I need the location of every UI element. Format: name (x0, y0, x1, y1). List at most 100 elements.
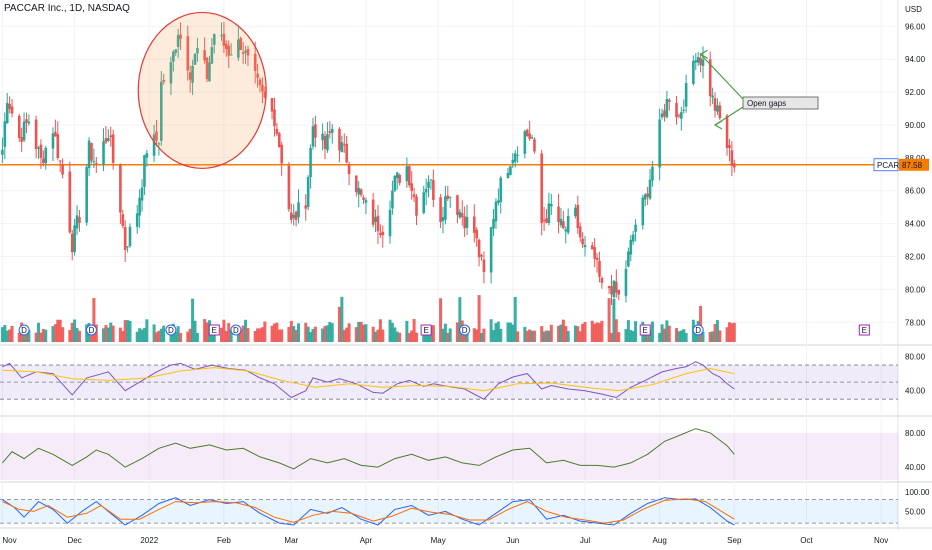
candle (126, 246, 129, 253)
volume-bar (660, 324, 664, 342)
candle (17, 114, 21, 142)
candle (692, 55, 695, 86)
volume-bar (634, 321, 638, 342)
candle-body (179, 34, 182, 39)
volume-bar (321, 328, 325, 342)
volume-bar (364, 324, 368, 342)
candle-body (388, 209, 392, 237)
candle (441, 206, 445, 234)
candle-body (648, 179, 652, 199)
candle-body (444, 196, 447, 220)
candle-body (410, 183, 413, 191)
event-marker: E (639, 324, 651, 336)
candle-body (188, 72, 192, 80)
candle (54, 119, 57, 137)
candle (73, 218, 76, 256)
candle-body (172, 51, 175, 62)
candle-body (225, 43, 228, 50)
candle (263, 86, 267, 99)
candle (405, 157, 409, 188)
volume-bar (443, 323, 447, 342)
candle (371, 192, 375, 228)
candle (152, 124, 156, 163)
candle (680, 106, 683, 131)
candle-body (398, 174, 401, 183)
candle (694, 53, 698, 71)
candle (376, 204, 380, 244)
candle (176, 28, 180, 58)
candle-body (463, 216, 466, 229)
dividend-marker (18, 324, 30, 336)
event-marker-label: D (233, 326, 239, 335)
event-marker-label: D (21, 326, 27, 335)
event-marker: E (208, 324, 220, 336)
candle-body (212, 34, 216, 45)
volume-bar (205, 322, 209, 342)
candle-body (545, 218, 548, 223)
candle-body (155, 131, 158, 141)
volume-bar (272, 323, 276, 342)
candle-body (391, 190, 394, 209)
dividend-marker (85, 324, 97, 336)
candle (338, 127, 341, 163)
candle (328, 121, 332, 139)
volume-bar (354, 327, 358, 342)
price-tick-label: 90.00 (905, 121, 926, 130)
candle-body (593, 247, 596, 259)
candle-body (624, 268, 628, 296)
volume-bar (342, 329, 346, 342)
x-tick-label: Jun (506, 536, 519, 545)
candle-body (381, 231, 385, 236)
volume-bar (679, 330, 683, 342)
candle (107, 129, 110, 142)
candle-body (54, 131, 57, 137)
volume-bar (68, 330, 72, 342)
candle-body (355, 175, 358, 193)
candle (157, 141, 161, 156)
event-marker-label: D (462, 326, 468, 335)
volume-bar (3, 325, 7, 342)
candle-body (174, 49, 178, 53)
volume-bar (665, 320, 669, 342)
price-tick-label: 84.00 (905, 220, 926, 229)
volume-bar (677, 331, 681, 342)
candle (547, 192, 551, 226)
candle-body (244, 50, 247, 53)
candle-body (273, 109, 276, 127)
volume-bar (270, 325, 274, 342)
candle (128, 223, 132, 248)
candle (347, 161, 351, 186)
rsi-tick-label: 40.00 (905, 387, 926, 396)
candle (634, 219, 637, 242)
candle (713, 92, 717, 118)
candle-body (494, 201, 498, 222)
candle (140, 179, 144, 212)
candle-body (51, 133, 55, 149)
candle-body (684, 83, 688, 107)
volume-bar (414, 332, 418, 342)
volume-bar (263, 321, 267, 342)
candle-body (415, 196, 418, 216)
candle-body (42, 158, 45, 163)
candle (398, 173, 401, 186)
candle (357, 181, 361, 208)
price-tick-label: 88.00 (905, 154, 926, 163)
candle-body (277, 133, 281, 147)
candle-body (607, 286, 611, 289)
candle-body (157, 143, 161, 145)
candle-body (446, 195, 450, 199)
candle-body (376, 215, 380, 232)
dividend-marker (230, 324, 242, 336)
candle (381, 225, 385, 248)
volume-bar (376, 329, 380, 342)
candle-body (660, 113, 664, 118)
candle-body (362, 197, 365, 200)
candle-body (441, 217, 445, 222)
candle-body (5, 102, 9, 124)
volume-bar (203, 319, 207, 342)
candle (730, 141, 734, 177)
candle (258, 77, 262, 93)
volume-bar (658, 332, 662, 342)
candle-body (718, 105, 722, 119)
